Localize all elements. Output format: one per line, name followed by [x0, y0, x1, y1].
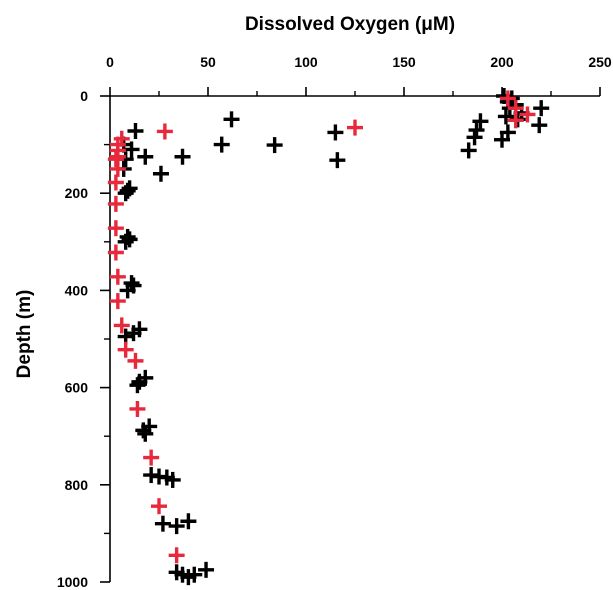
data-point-black [531, 117, 548, 134]
data-point-black [127, 122, 144, 139]
data-point-black [223, 111, 240, 128]
x-tick-label: 100 [294, 54, 318, 70]
data-point-black [168, 518, 185, 535]
data-point-black [180, 513, 197, 530]
y-tick-label: 0 [80, 88, 88, 104]
data-point-red [107, 244, 124, 261]
data-point-black [152, 165, 169, 182]
data-point-black [460, 142, 477, 159]
data-point-black [468, 122, 485, 139]
data-point-black [129, 377, 146, 394]
y-tick-label: 400 [65, 282, 89, 298]
data-point-black [131, 373, 148, 390]
data-point-red [151, 498, 167, 515]
data-point-black [494, 131, 510, 148]
data-point-black [117, 233, 134, 250]
data-point-black [186, 566, 203, 583]
data-point-red [107, 195, 124, 212]
ticks-group: 0 50 100 150 200 250 0 200 400 600 800 1000 [57, 54, 612, 590]
data-point-black [466, 129, 483, 146]
data-point-black [135, 422, 152, 439]
x-tick-label: 150 [392, 54, 416, 70]
data-point-black [137, 425, 154, 442]
data-point-black [327, 124, 344, 141]
x-axis-title: Dissolved Oxygen (μM) [245, 14, 455, 35]
data-point-red [117, 341, 134, 358]
data-point-red [109, 268, 126, 285]
data-point-red [507, 112, 524, 129]
data-point-black [174, 148, 191, 165]
markers-group [107, 88, 550, 586]
data-point-black [164, 471, 181, 488]
y-tick-label: 200 [65, 185, 89, 201]
data-point-red [109, 160, 126, 177]
data-point-black [472, 113, 489, 130]
data-point-black [266, 137, 283, 154]
data-point-black [119, 182, 136, 199]
data-point-black [154, 515, 171, 532]
data-point-red [143, 449, 160, 466]
data-point-black [497, 108, 514, 125]
data-point-black [198, 561, 215, 578]
data-point-black [533, 100, 550, 117]
y-axis-title: Depth (m) [14, 290, 35, 379]
x-tick-label: 50 [200, 54, 216, 70]
data-point-red [107, 151, 124, 168]
axes-group [109, 95, 600, 582]
data-point-red [107, 174, 124, 191]
data-point-red [129, 400, 146, 417]
data-point-red [347, 119, 363, 136]
y-tick-label: 800 [65, 477, 89, 493]
y-tick-label: 600 [65, 380, 89, 396]
data-point-black [125, 325, 142, 342]
data-point-red [109, 293, 126, 310]
x-tick-label: 200 [490, 54, 514, 70]
data-point-red [107, 220, 124, 237]
x-tick-label: 250 [588, 54, 612, 70]
data-point-red [499, 90, 516, 107]
data-point-black [329, 152, 346, 169]
data-point-red [168, 547, 185, 564]
data-point-red [519, 106, 536, 123]
data-point-red [113, 317, 130, 334]
data-point-black [119, 282, 136, 299]
data-point-black [123, 141, 140, 158]
data-point-black [137, 148, 154, 165]
data-point-red [156, 123, 173, 140]
data-point-black [117, 185, 134, 202]
data-point-red [127, 352, 144, 369]
x-tick-label: 0 [106, 54, 114, 70]
y-tick-label: 1000 [57, 574, 88, 590]
data-point-black [213, 136, 230, 153]
